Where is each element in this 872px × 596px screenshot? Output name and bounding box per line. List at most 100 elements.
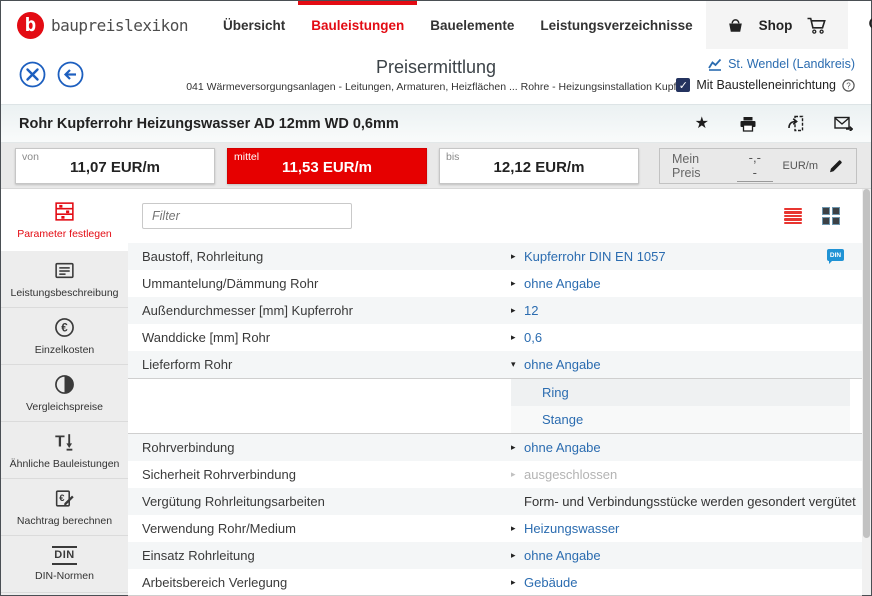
svg-text:T: T	[55, 434, 65, 451]
parameter-label: Einsatz Rohrleitung	[142, 548, 255, 563]
parameter-value-static: ▸Form- und Verbindungsstücke werden geso…	[524, 494, 856, 509]
expand-collapsed-icon: ▸	[511, 576, 516, 587]
parameter-row: Einsatz Rohrleitung ▸ ohne Angabe	[128, 542, 862, 569]
basket-icon[interactable]	[726, 16, 745, 35]
list-view-icon[interactable]	[784, 208, 802, 224]
site-setup-label: Mit Baustelleneinrichtung	[696, 78, 836, 92]
sidebar-item-parameter-festlegen[interactable]: Parameter festlegen	[1, 189, 128, 251]
price-mittel-box[interactable]: mittel 11,53 EUR/m	[227, 147, 427, 184]
din-icon: DIN	[52, 545, 77, 566]
expand-collapsed-icon: ▸	[511, 469, 516, 479]
tool-sidebar: Parameter festlegen Leistungsbeschreibun…	[1, 189, 128, 595]
site-setup-row: ✓ Mit Baustelleneinrichtung ?	[676, 78, 855, 92]
page-header: Preisermittlung 041 Wärmeversorgungsanla…	[1, 49, 871, 104]
parameter-value[interactable]: ▸ ohne Angabe	[511, 440, 601, 455]
nav-right-area: Shop Suche ▼	[705, 1, 872, 49]
option-ring[interactable]: Ring	[511, 379, 850, 406]
breadcrumb: 041 Wärmeversorgungsanlagen - Leitungen,…	[186, 81, 686, 93]
price-bis-box[interactable]: bis 12,12 EUR/m	[439, 147, 639, 184]
search-area[interactable]: Suche	[848, 1, 872, 49]
parameter-row-disabled: Sicherheit Rohrverbindung ▸ ausgeschlosse…	[128, 461, 862, 488]
scrollbar-thumb[interactable]	[863, 189, 870, 539]
expand-collapsed-icon: ▸	[511, 305, 516, 315]
region-label[interactable]: St. Wendel (Landkreis)	[728, 57, 855, 71]
expand-collapsed-icon: ▸	[511, 550, 516, 560]
sidebar-item-label: Parameter festlegen	[17, 228, 112, 240]
my-price-unit: EUR/m	[782, 159, 818, 172]
price-von-box[interactable]: von 11,07 EUR/m	[15, 147, 215, 184]
parameter-value[interactable]: ▸ 12	[511, 303, 539, 318]
contrast-icon	[55, 375, 74, 394]
logo-text: baupreislexikon	[51, 15, 189, 35]
euro-icon: €	[55, 318, 74, 337]
parameter-label: Rohrverbindung	[142, 440, 235, 455]
parameter-value[interactable]: ▾ ohne Angabe	[511, 357, 601, 372]
nav-item-uebersicht[interactable]: Übersicht	[223, 17, 286, 33]
vertical-scrollbar[interactable]	[862, 189, 871, 595]
export-button[interactable]	[787, 115, 804, 132]
sidebar-item-label: Ähnliche Bauleistungen	[9, 458, 120, 470]
description-icon	[55, 262, 74, 279]
parameter-value[interactable]: ▸ ohne Angabe	[511, 276, 601, 291]
tools-icon[interactable]	[19, 61, 46, 88]
sidebar-item-label: Vergleichspreise	[25, 401, 104, 413]
my-price-input[interactable]: -,--	[737, 150, 773, 182]
parameter-row: Baustoff, Rohrleitung ▸ Kupferrohr DIN EN…	[128, 243, 862, 270]
edit-price-button[interactable]	[828, 158, 844, 174]
din-badge-icon[interactable]: DIN	[827, 249, 844, 264]
option-stange[interactable]: Stange	[511, 406, 850, 433]
parameter-value[interactable]: ▸ Gebäude	[511, 574, 578, 590]
parameter-value[interactable]: ▸ Heizungswasser	[511, 521, 620, 536]
favorite-button[interactable]: ★	[694, 114, 709, 132]
sidebar-item-einzelkosten[interactable]: € Einzelkosten	[1, 308, 128, 365]
star-icon: ★	[694, 114, 709, 132]
expand-collapsed-icon: ▸	[511, 523, 516, 533]
parameter-value[interactable]: ▸ 0,6	[511, 330, 543, 345]
region-link[interactable]: St. Wendel (Landkreis)	[676, 57, 855, 71]
sidebar-item-din-normen[interactable]: DIN DIN-Normen	[1, 536, 128, 593]
parameter-label: Wanddicke [mm] Rohr	[142, 330, 271, 345]
mail-button[interactable]	[834, 116, 853, 131]
filter-input[interactable]	[142, 203, 352, 229]
search-icon[interactable]	[868, 16, 872, 34]
nav-item-leistungsverzeichnisse[interactable]: Leistungsverzeichnisse	[540, 17, 693, 33]
expand-collapsed-icon: ▸	[511, 251, 516, 261]
sidebar-item-leistungsbeschreibung[interactable]: Leistungsbeschreibung	[1, 251, 128, 308]
parameter-row-expanded: Lieferform Rohr ▾ ohne Angabe	[128, 351, 862, 378]
calculate-addendum-icon: €	[55, 490, 74, 507]
grid-view-icon[interactable]	[822, 207, 840, 225]
cart-icon[interactable]	[806, 16, 828, 35]
parameter-value[interactable]: ▸ ohne Angabe	[511, 548, 601, 563]
page-title: Preisermittlung	[375, 57, 497, 77]
parameter-pane: Baustoff, Rohrleitung ▸Kupferrohr DIN EN…	[128, 189, 871, 596]
content-body: Parameter festlegen Leistungsbeschreibun…	[1, 189, 871, 596]
parameter-row: Ummantelung/Dämmung Rohr ▸ ohne Angabe	[128, 270, 862, 297]
shop-area[interactable]: Shop	[705, 1, 849, 49]
parameter-row: Verwendung Rohr/Medium ▸ Heizungswasser	[128, 515, 862, 542]
help-icon[interactable]: ?	[842, 78, 855, 92]
price-von-label: von	[22, 150, 39, 163]
sidebar-item-vergleichspreise[interactable]: Vergleichspreise	[1, 365, 128, 422]
sidebar-item-label: Nachtrag berechnen	[16, 515, 113, 527]
sidebar-item-nachtrag-berechnen[interactable]: € Nachtrag berechnen	[1, 479, 128, 536]
parameter-value[interactable]: ▸ Kupferrohr DIN EN 1057	[511, 249, 666, 264]
sidebar-item-label: Einzelkosten	[34, 344, 95, 356]
parameter-label: Außendurchmesser [mm] Kupferrohr	[142, 303, 353, 318]
nav-item-bauleistungen[interactable]: Bauleistungen	[298, 1, 418, 49]
parameter-label: Baustoff, Rohrleitung	[142, 249, 264, 264]
export-icon	[788, 115, 804, 132]
my-price-label: Mein Preis	[672, 151, 701, 180]
parameter-label: Vergütung Rohrleitungsarbeiten	[142, 494, 325, 509]
chart-icon	[708, 58, 722, 71]
back-icon[interactable]	[57, 61, 84, 88]
printer-icon	[740, 116, 756, 132]
sidebar-item-aehnliche-bauleistungen[interactable]: T Ähnliche Bauleistungen	[1, 422, 128, 479]
print-button[interactable]	[739, 116, 757, 132]
mail-icon	[834, 116, 853, 131]
svg-text:€: €	[59, 492, 65, 503]
brand-logo[interactable]: b baupreislexikon	[1, 1, 189, 49]
top-navigation: b baupreislexikon Übersicht Bauleistunge…	[1, 1, 872, 49]
site-setup-checkbox[interactable]: ✓	[676, 78, 691, 92]
nav-item-bauelemente[interactable]: Bauelemente	[430, 17, 515, 33]
logo-icon: b	[17, 11, 44, 39]
